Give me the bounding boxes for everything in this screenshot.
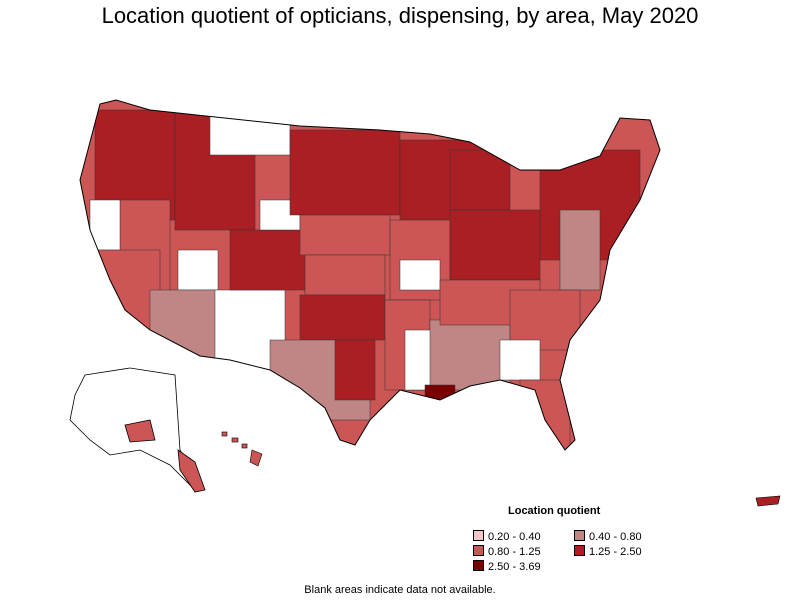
legend-swatch-5	[473, 560, 484, 571]
alaska-panhandle	[177, 449, 206, 493]
legend-swatch-3	[473, 545, 484, 556]
region-missouri-blank	[399, 259, 441, 291]
hawaii	[221, 431, 263, 467]
puerto-rico	[755, 495, 781, 507]
legend-item-2: 0.40 - 0.80	[574, 530, 642, 544]
region-michigan	[449, 149, 511, 211]
legend-item-3: 0.80 - 1.25	[473, 545, 541, 559]
legend-item-5: 2.50 - 3.69	[473, 560, 541, 574]
alaska	[69, 367, 206, 493]
us-outline	[79, 99, 661, 451]
footnote: Blank areas indicate data not available.	[304, 584, 496, 596]
region-alabama-georgia	[429, 319, 511, 391]
region-arizona	[149, 289, 221, 371]
legend-label-3: 0.80 - 1.25	[488, 546, 541, 558]
legend-swatch-1	[473, 530, 484, 541]
map-title: Location quotient of opticians, dispensi…	[101, 3, 699, 28]
alaska-south-region	[124, 419, 156, 443]
legend-swatch-2	[574, 530, 585, 541]
legend-swatch-4	[574, 545, 585, 556]
legend-item-1: 0.20 - 0.40	[473, 530, 541, 544]
region-oklahoma	[299, 294, 386, 341]
legend-label-4: 1.25 - 2.50	[589, 546, 642, 558]
legend-label-5: 2.50 - 3.69	[488, 561, 541, 573]
region-new-mexico-blank	[214, 289, 286, 371]
region-california-south	[89, 249, 161, 341]
legend-title: Location quotient	[508, 505, 601, 517]
region-nebraska	[299, 214, 391, 256]
us-map	[69, 99, 781, 507]
region-kansas	[304, 254, 386, 296]
region-mid-atlantic	[559, 209, 601, 291]
region-ohio-valley	[449, 209, 541, 281]
legend-item-4: 1.25 - 2.50	[574, 545, 642, 559]
legend-label-1: 0.20 - 0.40	[488, 531, 541, 543]
region-east-texas	[334, 339, 376, 401]
region-south-carolina-blank	[499, 339, 541, 381]
region-dakotas	[289, 129, 401, 216]
legend-label-2: 0.40 - 0.80	[589, 531, 642, 543]
region-colorado-wyoming	[229, 229, 311, 291]
region-utah-blank	[177, 249, 219, 291]
